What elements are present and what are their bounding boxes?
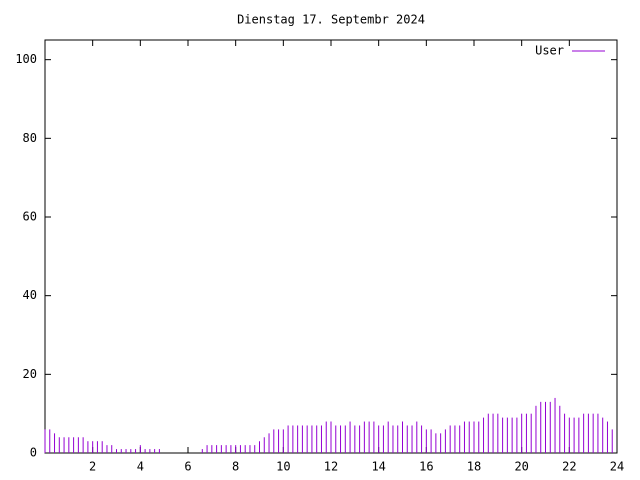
x-tick-label: 10 xyxy=(276,460,290,474)
x-tick-label: 24 xyxy=(610,460,624,474)
plot-frame xyxy=(44,39,618,454)
x-tick-label: 6 xyxy=(184,460,191,474)
y-tick-label: 100 xyxy=(15,52,37,66)
y-tick-label: 0 xyxy=(30,446,37,460)
x-tick-label: 22 xyxy=(562,460,576,474)
legend-label: User xyxy=(535,44,564,58)
x-tick-label: 8 xyxy=(232,460,239,474)
x-tick-label: 14 xyxy=(371,460,385,474)
y-tick-label: 80 xyxy=(23,131,37,145)
x-tick-label: 2 xyxy=(89,460,96,474)
y-tick-label: 40 xyxy=(23,288,37,302)
x-tick-label: 12 xyxy=(324,460,338,474)
y-tick-label: 60 xyxy=(23,210,37,224)
x-tick-label: 20 xyxy=(514,460,528,474)
chart-title: Dienstag 17. Septembr 2024 xyxy=(237,13,425,27)
x-tick-label: 16 xyxy=(419,460,433,474)
y-tick-label: 20 xyxy=(23,367,37,381)
x-tick-label: 18 xyxy=(467,460,481,474)
x-tick-label: 4 xyxy=(137,460,144,474)
